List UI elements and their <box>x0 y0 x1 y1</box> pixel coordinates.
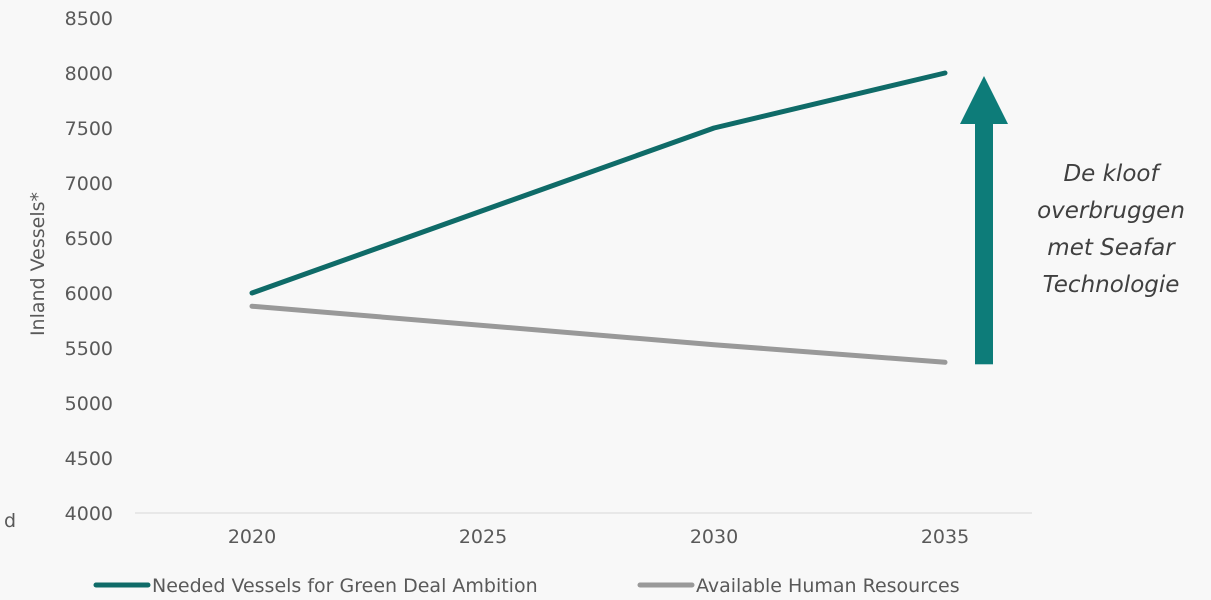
series-line-2 <box>249 303 948 365</box>
y-tick-label: 7000 <box>65 173 113 195</box>
annotation-line: Technologie <box>1043 272 1180 298</box>
legend-label-2: Available Human Resources <box>696 575 960 597</box>
arrow-shaft <box>975 123 993 365</box>
annotation-line: overbruggen <box>1037 198 1185 224</box>
edge-text: d <box>4 510 16 532</box>
x-tick-label: 2035 <box>921 526 969 548</box>
x-axis-ticks: 2020 2025 2030 2035 <box>228 526 969 548</box>
y-axis-ticks: 4000 4500 5000 5500 6000 6500 7000 7500 8000 8500 <box>65 8 113 525</box>
x-tick-label: 2030 <box>690 526 738 548</box>
x-tick-label: 2020 <box>228 526 276 548</box>
arrow-head <box>960 76 1008 124</box>
y-tick-label: 6000 <box>65 283 113 305</box>
y-tick-label: 4000 <box>65 503 113 525</box>
y-tick-label: 8500 <box>65 8 113 30</box>
legend-label-1: Needed Vessels for Green Deal Ambition <box>152 575 538 597</box>
y-axis-label: Inland Vessels* <box>27 192 49 336</box>
annotation-line: met Seafar <box>1047 235 1176 261</box>
y-tick-label: 5500 <box>65 338 113 360</box>
gap-arrow <box>960 76 1008 365</box>
annotation-text: De kloof overbruggen met Seafar Technologie <box>1037 161 1185 298</box>
y-tick-label: 8000 <box>65 63 113 85</box>
legend: Needed Vessels for Green Deal Ambition Av… <box>93 575 960 597</box>
y-tick-label: 7500 <box>65 118 113 140</box>
x-tick-label: 2025 <box>459 526 507 548</box>
y-tick-label: 5000 <box>65 393 113 415</box>
annotation-line: De kloof <box>1063 161 1161 187</box>
series-line-1 <box>249 70 948 296</box>
y-tick-label: 6500 <box>65 228 113 250</box>
series-group <box>249 70 948 365</box>
y-tick-label: 4500 <box>65 448 113 470</box>
